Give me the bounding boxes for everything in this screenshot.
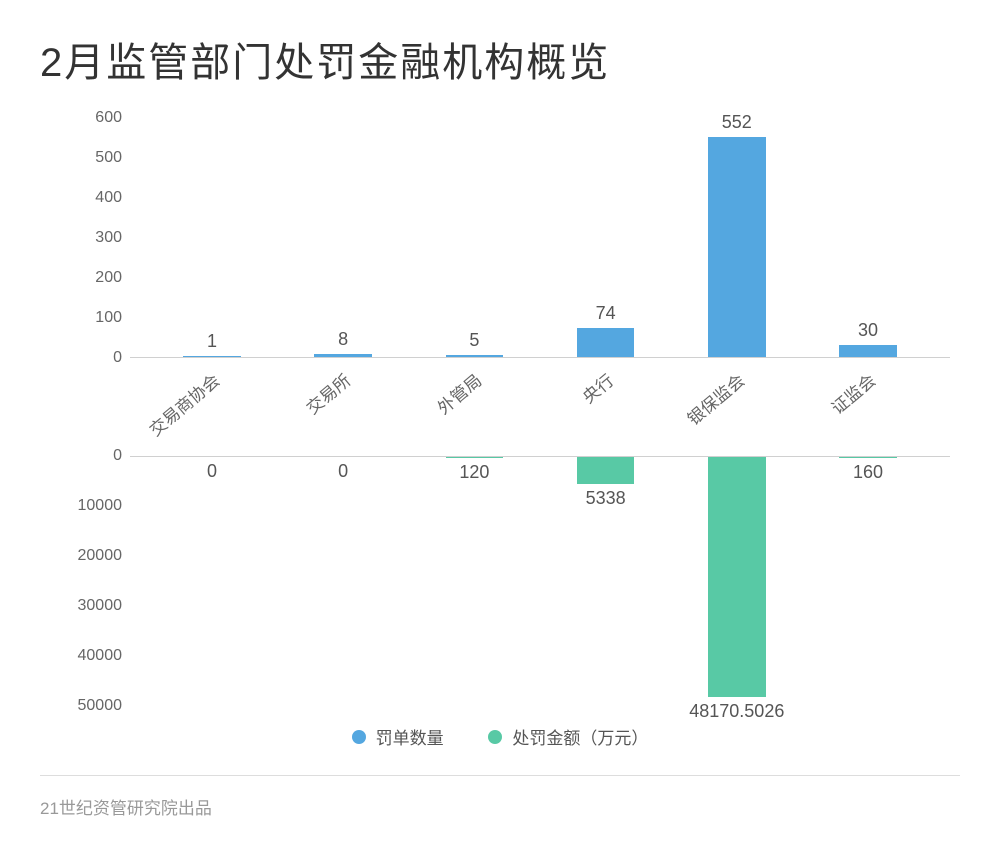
bottom-y-tick: 30000 bbox=[78, 597, 123, 615]
top-bar: 552 bbox=[696, 137, 778, 357]
top-y-axis: 0100200300400500600 bbox=[70, 118, 130, 358]
top-bar-value: 552 bbox=[722, 112, 752, 137]
bottom-bar: 48170.5026 bbox=[696, 457, 778, 697]
legend: 罚单数量 处罚金额（万元） bbox=[40, 724, 960, 749]
top-bar: 1 bbox=[171, 356, 253, 357]
bottom-bar-value: 5338 bbox=[586, 484, 626, 509]
bottom-bar: 120 bbox=[433, 457, 515, 458]
bottom-bar: 5338 bbox=[565, 457, 647, 484]
footer-caption: 21世纪资管研究院出品 bbox=[40, 775, 960, 819]
bottom-bar-value: 0 bbox=[338, 457, 348, 482]
bottom-y-tick: 50000 bbox=[78, 697, 123, 715]
top-y-tick: 600 bbox=[95, 109, 122, 127]
legend-item-amount: 处罚金额（万元） bbox=[488, 724, 648, 749]
x-category-label: 证监会 bbox=[825, 367, 880, 419]
bottom-bar-value: 120 bbox=[459, 458, 489, 483]
top-bar: 8 bbox=[302, 354, 384, 357]
bottom-y-tick: 40000 bbox=[78, 647, 123, 665]
bottom-plot-area: 0 0 120 5338 48170.5026 160 bbox=[130, 456, 950, 706]
chart-title: 2月监管部门处罚金融机构概览 bbox=[40, 30, 960, 88]
top-y-tick: 500 bbox=[95, 149, 122, 167]
legend-label: 处罚金额（万元） bbox=[512, 724, 648, 749]
bottom-y-axis: 01000020000300004000050000 bbox=[60, 456, 130, 706]
x-axis-labels: 交易商协会 交易所 外管局 央行 银保监会 证监会 bbox=[130, 363, 950, 443]
top-plot-area: 1 8 5 74 552 30 bbox=[130, 118, 950, 358]
top-y-tick: 400 bbox=[95, 189, 122, 207]
top-bar: 74 bbox=[565, 328, 647, 357]
legend-item-count: 罚单数量 bbox=[352, 724, 444, 749]
x-category-label: 央行 bbox=[576, 367, 618, 408]
top-bar: 30 bbox=[827, 345, 909, 357]
x-category-label: 银保监会 bbox=[681, 367, 749, 430]
top-y-tick: 100 bbox=[95, 309, 122, 327]
top-bar-value: 30 bbox=[858, 320, 878, 345]
legend-label: 罚单数量 bbox=[376, 724, 444, 749]
top-y-tick: 0 bbox=[113, 349, 122, 367]
bottom-bar-value: 160 bbox=[853, 458, 883, 483]
x-category-label: 外管局 bbox=[431, 367, 486, 419]
legend-swatch-icon bbox=[352, 730, 366, 744]
top-y-tick: 300 bbox=[95, 229, 122, 247]
x-category-label: 交易商协会 bbox=[143, 367, 224, 441]
bottom-bar: 160 bbox=[827, 457, 909, 458]
bottom-bar-value: 0 bbox=[207, 457, 217, 482]
bottom-bar-value: 48170.5026 bbox=[689, 697, 784, 722]
top-bar: 5 bbox=[433, 355, 515, 357]
bottom-bar-chart: 0 10000 20000 30000 40000 50000 0 0 120 5338 4817… bbox=[70, 456, 960, 726]
bottom-y-tick: 20000 bbox=[78, 547, 123, 565]
x-category-label: 交易所 bbox=[300, 367, 355, 419]
top-bar-chart: 0100200300400500600 1857455230 bbox=[70, 118, 960, 398]
bottom-y-tick: 10000 bbox=[78, 497, 123, 515]
top-bar-value: 8 bbox=[338, 329, 348, 354]
legend-swatch-icon bbox=[488, 730, 502, 744]
bottom-y-tick: 0 bbox=[113, 447, 122, 465]
chart-container: 0100200300400500600 1857455230 交易商协会交易所外… bbox=[70, 118, 960, 718]
top-bar-value: 5 bbox=[469, 330, 479, 355]
top-y-tick: 200 bbox=[95, 269, 122, 287]
top-bar-value: 74 bbox=[596, 303, 616, 328]
top-bar-value: 1 bbox=[207, 331, 217, 356]
